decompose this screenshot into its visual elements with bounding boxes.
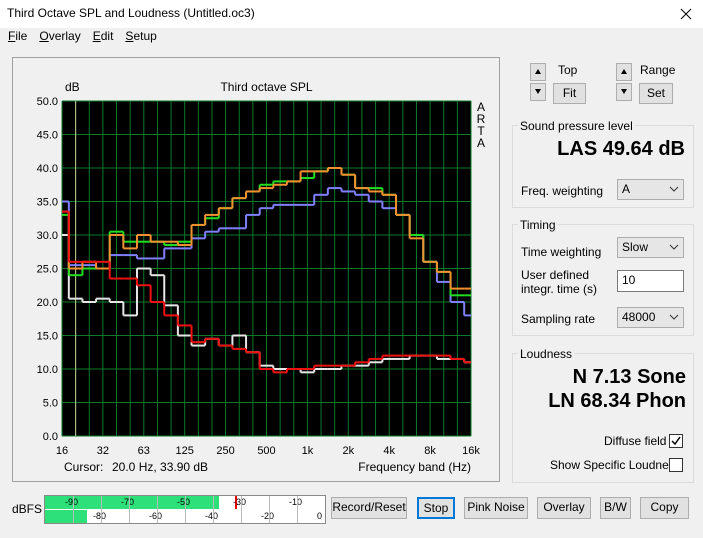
x-tick-label: 4k (383, 445, 395, 457)
cursor-label: Cursor: (64, 460, 103, 474)
meter-level (45, 496, 219, 509)
meter-divider (241, 496, 242, 523)
combobox[interactable]: Slow (617, 237, 684, 258)
combobox-value: A (622, 182, 631, 196)
loudness-ln: LN 68.34 Phon (548, 390, 686, 412)
meter-tick-label: -10 (289, 497, 303, 507)
x-tick-label: 1k (302, 445, 314, 457)
spl-value: LAS 49.64 dB (557, 138, 685, 160)
meter-divider (73, 496, 74, 523)
menu-bar: File Overlay Edit Setup (8, 29, 169, 43)
meter-tick-label: 0 (317, 511, 323, 521)
meter-tick-label: -50 (177, 497, 191, 507)
label: User defined integr. time (s) (521, 268, 598, 296)
group-title: Sound pressure level (518, 119, 635, 133)
button[interactable]: Record/Reset (331, 497, 407, 519)
menu-item[interactable]: Setup (125, 29, 157, 43)
meter-divider (269, 496, 270, 523)
button[interactable]: B/W (600, 497, 631, 519)
x-axis-label: Frequency band (Hz) (358, 460, 471, 474)
menu-item[interactable]: Edit (92, 29, 114, 43)
y-tick-label: 25.0 (37, 264, 58, 276)
combobox[interactable]: 48000 (617, 307, 684, 328)
meter-level (45, 510, 87, 523)
label: Freq. weighting (521, 184, 604, 198)
label: Range (640, 63, 676, 77)
cursor-value: 20.0 Hz, 33.90 dB (112, 460, 208, 474)
meter-divider (297, 496, 298, 523)
meter-peak (235, 496, 238, 509)
spin-buttons[interactable] (616, 63, 632, 101)
y-tick-label: 0.0 (43, 431, 58, 443)
close-button[interactable] (680, 8, 692, 20)
window-title: Third Octave SPL and Loudness (Untitled.… (7, 6, 255, 20)
chart-panel (12, 57, 500, 482)
y-axis-label: dB (65, 80, 80, 94)
loudness-n: N 7.13 Sone (572, 366, 686, 388)
label: Top (558, 63, 578, 77)
label: Show Specific Loudness (550, 458, 681, 472)
group-title: Loudness (518, 347, 575, 361)
x-tick-label: 16 (56, 445, 68, 457)
chart: Third octave SPL dB A R T A Cursor: 20.0 Hz, 33… (37, 80, 486, 474)
button[interactable]: Copy (640, 497, 689, 519)
combobox-value: Slow (622, 240, 649, 254)
meter-tick-label: -60 (149, 511, 163, 521)
meter-divider (213, 496, 214, 523)
meter-divider (157, 496, 158, 523)
level-meter: LR-90-70-50-30-10-80-60-40-200 (44, 495, 326, 524)
meter-tick-label: -20 (261, 511, 275, 521)
y-tick-label: 30.0 (37, 230, 58, 242)
button[interactable]: Overlay (537, 497, 591, 519)
menu-item[interactable]: Overlay (39, 29, 81, 43)
x-tick-label: 16k (462, 445, 480, 457)
checkbox[interactable] (669, 434, 683, 448)
y-tick-label: 10.0 (37, 364, 58, 376)
x-tick-label: 250 (216, 445, 234, 457)
checkbox[interactable] (669, 458, 683, 472)
x-tick-label: 125 (176, 445, 194, 457)
y-tick-label: 40.0 (37, 163, 58, 175)
y-tick-label: 5.0 (43, 398, 58, 410)
button[interactable]: Set (639, 83, 673, 104)
button[interactable]: Stop (417, 497, 455, 519)
meter-label: dBFS (12, 502, 43, 516)
menu-item[interactable]: File (8, 29, 28, 43)
x-tick-label: 63 (138, 445, 150, 457)
button[interactable]: Pink Noise (464, 497, 528, 519)
combobox[interactable]: A (617, 179, 684, 200)
meter-divider (129, 496, 130, 523)
meter-tick-label: -90 (65, 497, 79, 507)
meter-tick-label: -40 (205, 511, 219, 521)
title-bar (0, 0, 703, 28)
y-tick-label: 35.0 (37, 197, 58, 209)
x-tick-label: 8k (424, 445, 436, 457)
x-tick-label: 32 (97, 445, 109, 457)
meter-tick-label: -70 (121, 497, 135, 507)
combobox-value: 48000 (622, 310, 656, 324)
label: Diffuse field (604, 434, 667, 448)
x-tick-label: 2k (342, 445, 354, 457)
group-title: Timing (518, 218, 558, 232)
label: Time weighting (521, 245, 602, 259)
meter-tick-label: -80 (93, 511, 107, 521)
spin-buttons[interactable] (530, 63, 546, 101)
meter-tick-label: -30 (233, 497, 247, 507)
meter-divider (101, 496, 102, 523)
group-box (512, 353, 694, 483)
label: Sampling rate (521, 312, 596, 326)
y-tick-label: 20.0 (37, 297, 58, 309)
y-tick-label: 50.0 (37, 96, 58, 108)
meter-divider (185, 496, 186, 523)
y-tick-label: 45.0 (37, 130, 58, 142)
y-tick-label: 15.0 (37, 331, 58, 343)
chart-title: Third octave SPL (220, 80, 312, 94)
group-box (512, 224, 694, 336)
text-input[interactable]: 10 (617, 270, 684, 292)
button[interactable]: Fit (553, 83, 586, 104)
x-tick-label: 500 (257, 445, 275, 457)
